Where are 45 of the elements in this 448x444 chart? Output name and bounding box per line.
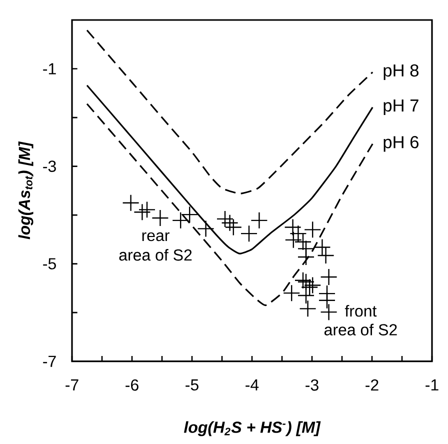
point	[250, 212, 268, 230]
point	[221, 214, 238, 232]
y-tick-label: -3	[43, 160, 56, 172]
annotation: area of S2	[119, 248, 192, 261]
x-tick-label: -5	[186, 379, 198, 391]
point	[304, 221, 322, 238]
point	[294, 233, 312, 250]
series-label: pH 8	[384, 64, 418, 80]
point	[172, 212, 190, 230]
point	[152, 209, 169, 227]
point	[181, 206, 198, 224]
point	[314, 238, 331, 256]
x-tick-label: -4	[246, 379, 259, 390]
x-axis-title: log(H$_{2}$S + HS$^{-}$) [M]	[184, 421, 321, 436]
y-tick-label: -1	[43, 63, 56, 74]
point	[297, 286, 315, 304]
series-label: pH 7	[384, 100, 418, 116]
point	[284, 231, 302, 249]
point	[134, 204, 151, 221]
x-tick-label: -1	[426, 379, 438, 390]
x-tick-label: -6	[126, 379, 138, 391]
point	[304, 276, 322, 294]
x-tick-label: -3	[306, 379, 318, 391]
point	[138, 201, 156, 218]
line-series	[86, 103, 374, 306]
line-series	[86, 29, 374, 194]
x-tick-label: -7	[66, 379, 78, 390]
y-tick-label: -7	[43, 356, 56, 367]
point	[320, 268, 338, 286]
annotation: rear	[142, 232, 170, 242]
point	[299, 300, 316, 318]
point	[318, 292, 336, 309]
point	[297, 248, 315, 266]
point	[122, 194, 140, 212]
x-tick-label: -2	[366, 379, 378, 391]
y-axis-title: log(As$_{tot}$) [M]	[18, 141, 34, 240]
series-label: pH 6	[384, 136, 418, 152]
point	[317, 246, 334, 264]
point	[320, 303, 338, 321]
point	[283, 284, 300, 302]
annotation: front	[344, 304, 377, 317]
point	[197, 220, 214, 238]
annotation: area of S2	[324, 324, 397, 336]
y-tick-label: -5	[43, 258, 56, 270]
point	[240, 224, 258, 242]
